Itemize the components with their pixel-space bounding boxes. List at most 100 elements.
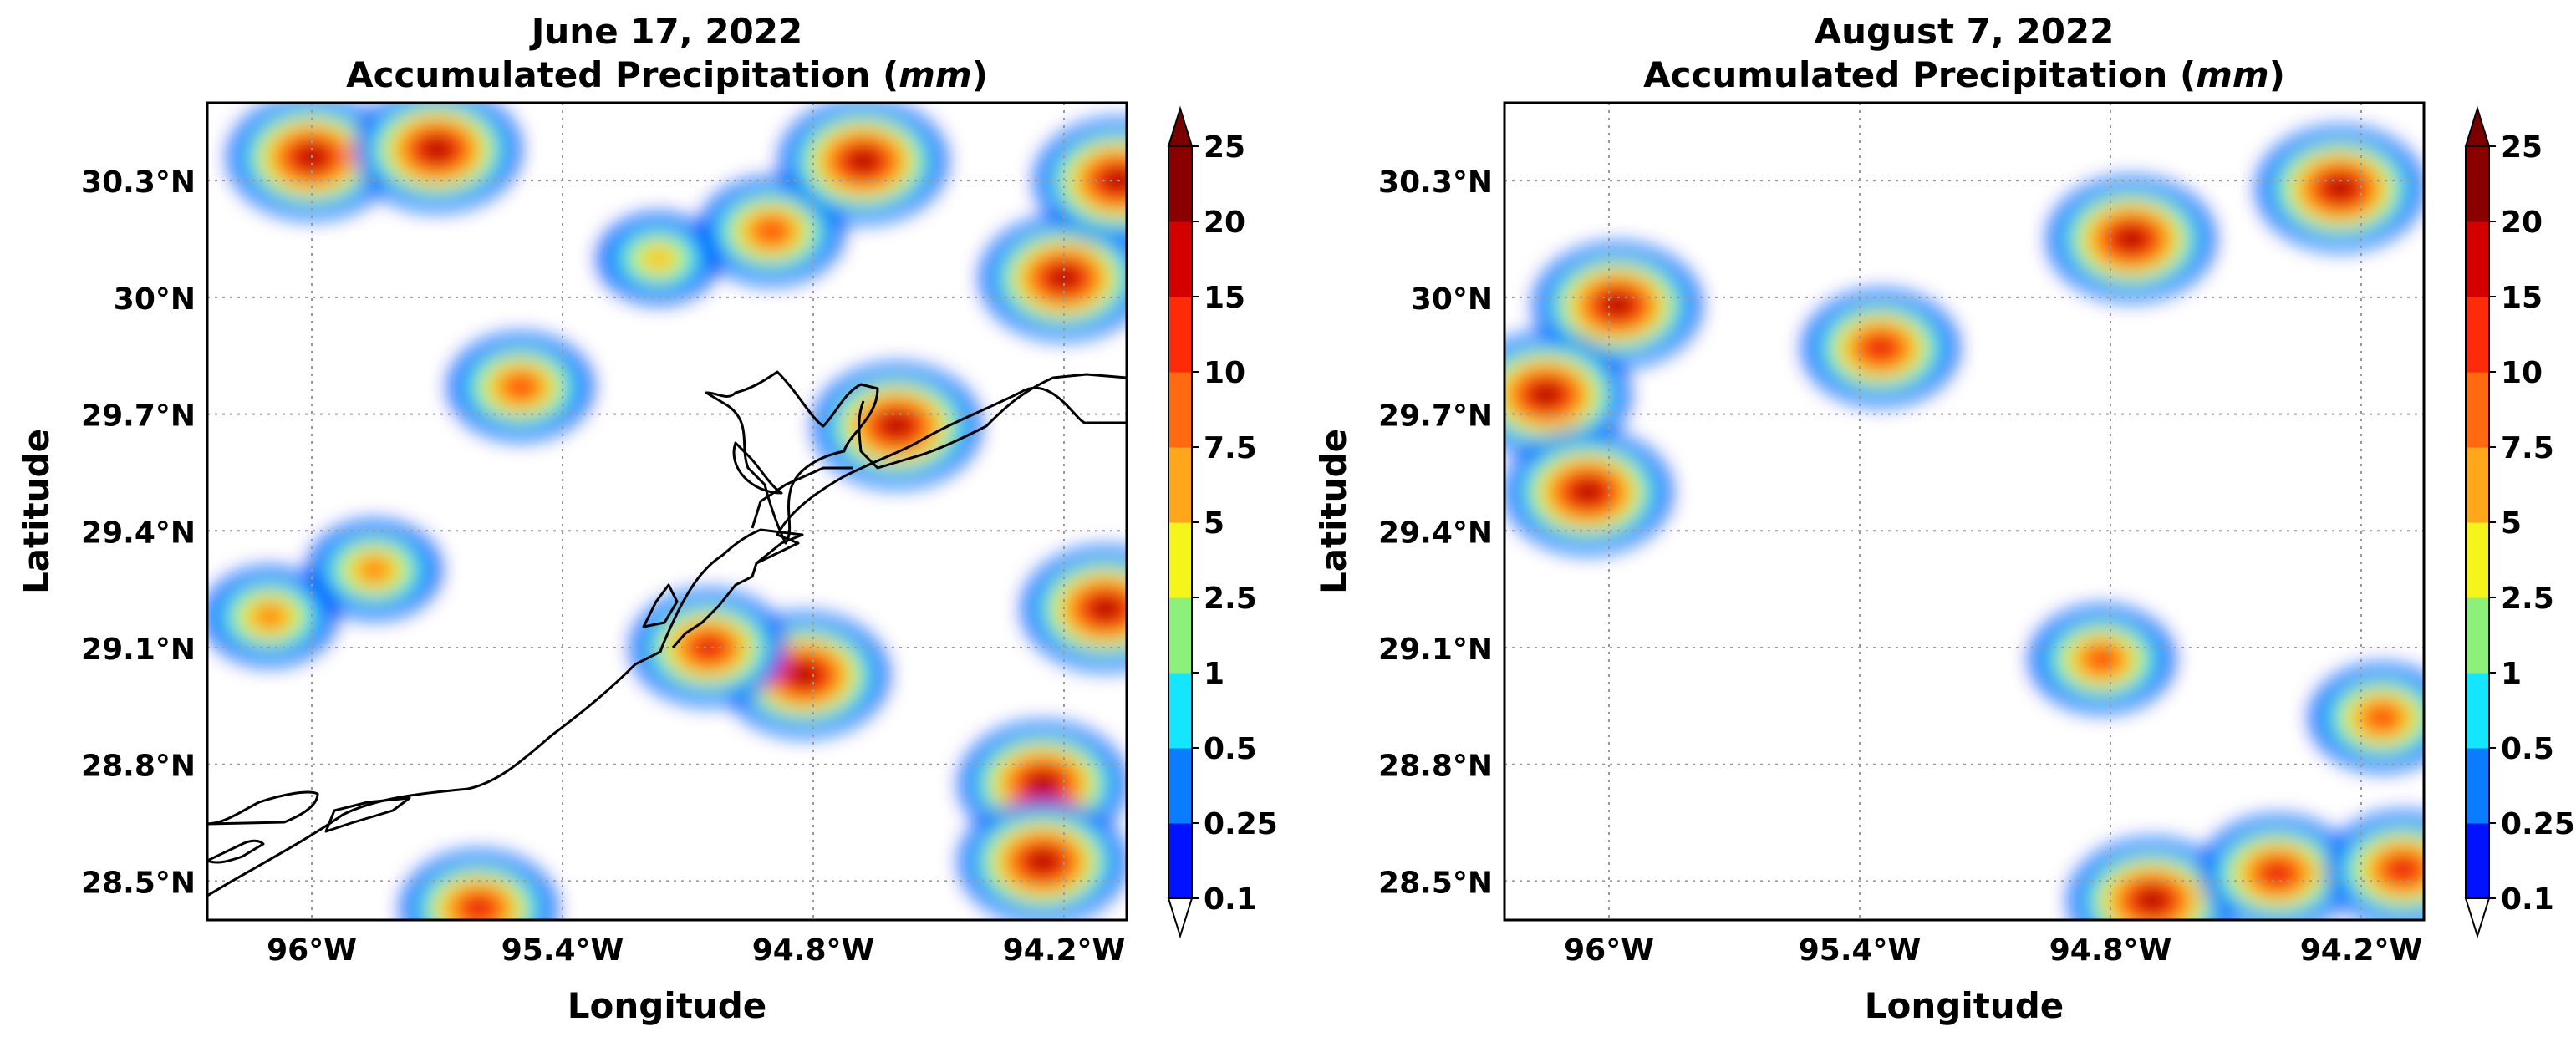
precip-cell-level: [1107, 172, 1127, 189]
colorbar-segment: [2466, 146, 2489, 222]
colorbar-tick-label: 25: [2501, 130, 2543, 165]
map-frame: [1503, 101, 2426, 922]
colorbar-tick-label: 0.5: [2501, 732, 2554, 766]
colorbar: 0.1 0.25 0.5 1 2.5 5 7.5 10 15 20 25: [1167, 105, 1278, 939]
precip-cell-level: [2391, 861, 2415, 878]
colorbar-tick-label: 7.5: [2501, 431, 2554, 465]
precip-cell-level: [2120, 231, 2143, 247]
colorbar-segment: [1168, 823, 1192, 899]
precip-cell-level: [885, 417, 909, 435]
colorbar-segment: [2466, 673, 2489, 749]
precip-cell-level: [2329, 180, 2352, 197]
map-gridlines: [1504, 103, 2424, 920]
lat-tick-label: 29.7°N: [1378, 399, 1493, 434]
colorbar-tick-label: 10: [2501, 356, 2543, 390]
colorbar-segment: [1168, 372, 1192, 448]
colorbar-tick-label: 0.25: [2501, 807, 2575, 841]
colorbar-under-arrow: [2464, 897, 2491, 939]
colorbar-segment: [1168, 221, 1192, 297]
colorbar-segment: [2466, 372, 2489, 448]
panel-date-title: August 7, 2022: [1815, 11, 2115, 52]
precip-cell-level: [257, 607, 283, 626]
precip-cell-level: [852, 153, 875, 170]
panel-title-close: ): [972, 54, 988, 95]
colorbar-segment: [1168, 748, 1192, 824]
lon-tick-label: 94.8°W: [2049, 933, 2172, 968]
x-axis-label: Longitude: [568, 985, 767, 1026]
colorbar: 0.1 0.25 0.5 1 2.5 5 7.5 10 15 20 25: [2464, 105, 2575, 939]
panel-title-text: Accumulated Precipitation (: [346, 54, 899, 95]
y-axis-label: Latitude: [1313, 429, 1354, 594]
map-gridlines: [207, 103, 1127, 920]
colorbar-tick-label: 5: [1204, 506, 1224, 541]
colorbar-tick-label: 25: [1204, 130, 1245, 165]
colorbar-segment: [2466, 221, 2489, 297]
colorbar-tick-label: 15: [1204, 281, 1245, 315]
lat-tick-label: 28.5°N: [81, 866, 196, 900]
lat-tick-label: 29.1°N: [1378, 633, 1493, 667]
precip-cell-level: [1535, 386, 1558, 404]
x-axis-label: Longitude: [1865, 985, 2064, 1026]
precip-cell-level: [645, 248, 672, 268]
lon-tick-label: 94.8°W: [752, 933, 875, 968]
colorbar-tick-label: 2.5: [1204, 582, 1257, 616]
precip-cell-level: [1576, 483, 1600, 501]
precip-cell-level: [793, 666, 817, 684]
lat-tick-label: 30°N: [114, 282, 196, 317]
colorbar-tick-label: 5: [2501, 506, 2522, 541]
colorbar-segment: [1168, 673, 1192, 749]
precip-cell-level: [1869, 339, 1892, 357]
colorbar-segment: [2466, 447, 2489, 523]
lon-tick-label: 94.2°W: [2300, 933, 2423, 968]
precip-cell-level: [1031, 853, 1055, 870]
colorbar-tick-label: 20: [1204, 206, 1245, 240]
lon-tick-label: 96°W: [1564, 933, 1654, 968]
colorbar-over-arrow: [1167, 105, 1194, 147]
colorbar-tick-label: 2.5: [2501, 582, 2554, 616]
panel-date-title: June 17, 2022: [529, 11, 802, 52]
precip-cell-level: [362, 560, 387, 579]
y-axis-label: Latitude: [16, 429, 57, 594]
lat-tick-label: 30.3°N: [81, 165, 196, 200]
panel-title-unit: mm: [899, 54, 972, 95]
lat-tick-label: 28.5°N: [1378, 866, 1493, 900]
lon-tick-label: 94.2°W: [1003, 933, 1126, 968]
colorbar-segment: [1168, 447, 1192, 523]
precip-cell-level: [759, 222, 784, 241]
colorbar-tick-label: 0.1: [2501, 882, 2554, 917]
precip-cell-level: [1606, 297, 1629, 313]
lat-tick-label: 30.3°N: [1378, 165, 1493, 200]
colorbar-segment: [1168, 146, 1192, 222]
lon-tick-labels: 96°W 95.4°W 94.8°W 94.2°W: [1564, 933, 2422, 968]
panel-title-unit: mm: [2196, 54, 2269, 95]
precip-cell-level: [467, 899, 491, 918]
colorbar-segment: [2466, 748, 2489, 824]
colorbar-segment: [1168, 297, 1192, 373]
colorbar-tick-label: 0.25: [1204, 807, 1278, 841]
colorbar-tick-label: 0.5: [1204, 732, 1257, 766]
precip-cell-level: [2370, 709, 2395, 727]
colorbar-tick-label: 10: [1204, 356, 1245, 390]
colorbar-segment: [1168, 522, 1192, 598]
map-frame: [206, 101, 1128, 922]
colorbar-tick-label: 1: [1204, 657, 1224, 691]
precip-cell-level: [2090, 650, 2115, 668]
precip-cell-level: [1031, 775, 1055, 792]
precipitation-field: [1504, 127, 2424, 920]
precip-cell-level: [697, 638, 720, 657]
panel-title-close: ): [2269, 54, 2285, 95]
lat-tick-label: 29.4°N: [1378, 516, 1493, 550]
panel-title-text: Accumulated Precipitation (: [1643, 54, 2196, 95]
colorbar-segment: [2466, 297, 2489, 373]
map-panel-august: August 7, 2022 Accumulated Precipitation…: [1313, 11, 2575, 1026]
colorbar-tick-label: 0.1: [1204, 882, 1257, 917]
colorbar-over-arrow: [2464, 105, 2491, 147]
lat-tick-label: 28.8°N: [81, 750, 196, 784]
precip-cell-level: [1094, 600, 1117, 618]
colorbar-segment: [2466, 597, 2489, 674]
lat-tick-labels: 28.5°N 28.8°N 29.1°N 29.4°N 29.7°N 30°N 30.3°N: [1378, 165, 1493, 900]
lon-tick-label: 95.4°W: [1799, 933, 1922, 968]
colorbar-under-arrow: [1167, 897, 1194, 939]
precip-cell-level: [508, 378, 533, 396]
